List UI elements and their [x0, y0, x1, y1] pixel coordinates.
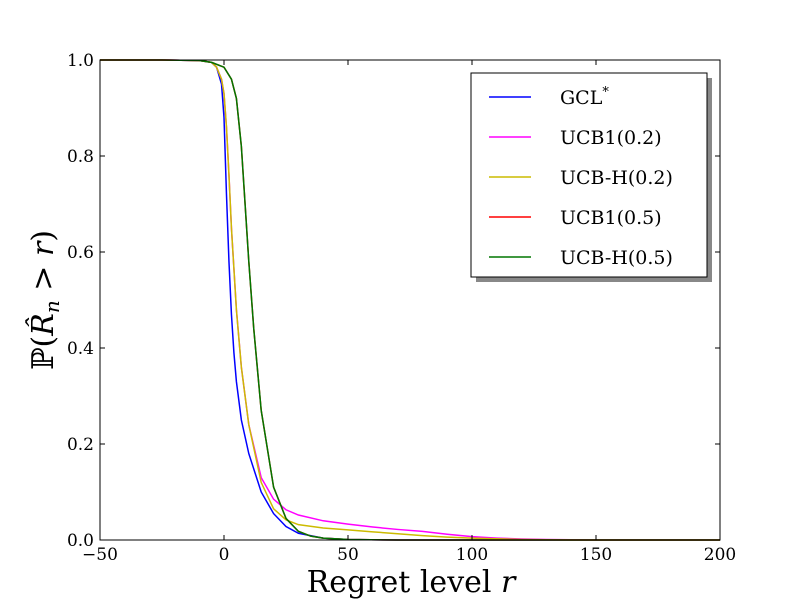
series-layer: [100, 59, 720, 541]
y-tick-label: 0.4: [67, 339, 94, 359]
ticks-layer: −50 0 50 100 150 200 0.0 0.2 0.4 0.6 0.8 1.0: [67, 51, 736, 565]
legend-label-2: UCB-H(0.2): [560, 167, 673, 189]
y-axis-label: ℙ(R̂n > r): [26, 230, 64, 370]
x-tick-label: −50: [82, 545, 118, 565]
x-tick-label: 200: [704, 545, 736, 565]
plot-frame: [99, 59, 721, 541]
legend-label-3: UCB1(0.5): [560, 207, 662, 229]
x-tick-label: 0: [219, 545, 230, 565]
x-axis-label: Regret level r: [307, 565, 517, 600]
legend: GCL* UCB1(0.2) UCB-H(0.2) UCB1(0.5) UCB-H(0.…: [470, 72, 712, 282]
x-tick-label: 50: [337, 545, 359, 565]
y-tick-label: 0.8: [67, 147, 94, 167]
x-tick-label: 150: [580, 545, 612, 565]
legend-box: [470, 72, 708, 278]
legend-label-0: GCL*: [560, 85, 609, 109]
legend-label-1: UCB1(0.2): [560, 127, 662, 149]
legend-label-4: UCB-H(0.5): [560, 247, 673, 269]
y-tick-label: 0.2: [67, 435, 94, 455]
series-line-2: [100, 59, 720, 541]
y-tick-label: 0.6: [67, 243, 94, 263]
y-tick-label: 1.0: [67, 51, 94, 71]
series-line-4: [100, 59, 720, 541]
x-tick-label: 100: [456, 545, 488, 565]
legend-items: GCL* UCB1(0.2) UCB-H(0.2) UCB1(0.5) UCB-H(0.…: [489, 85, 673, 269]
y-tick-label: 0.0: [67, 531, 94, 551]
